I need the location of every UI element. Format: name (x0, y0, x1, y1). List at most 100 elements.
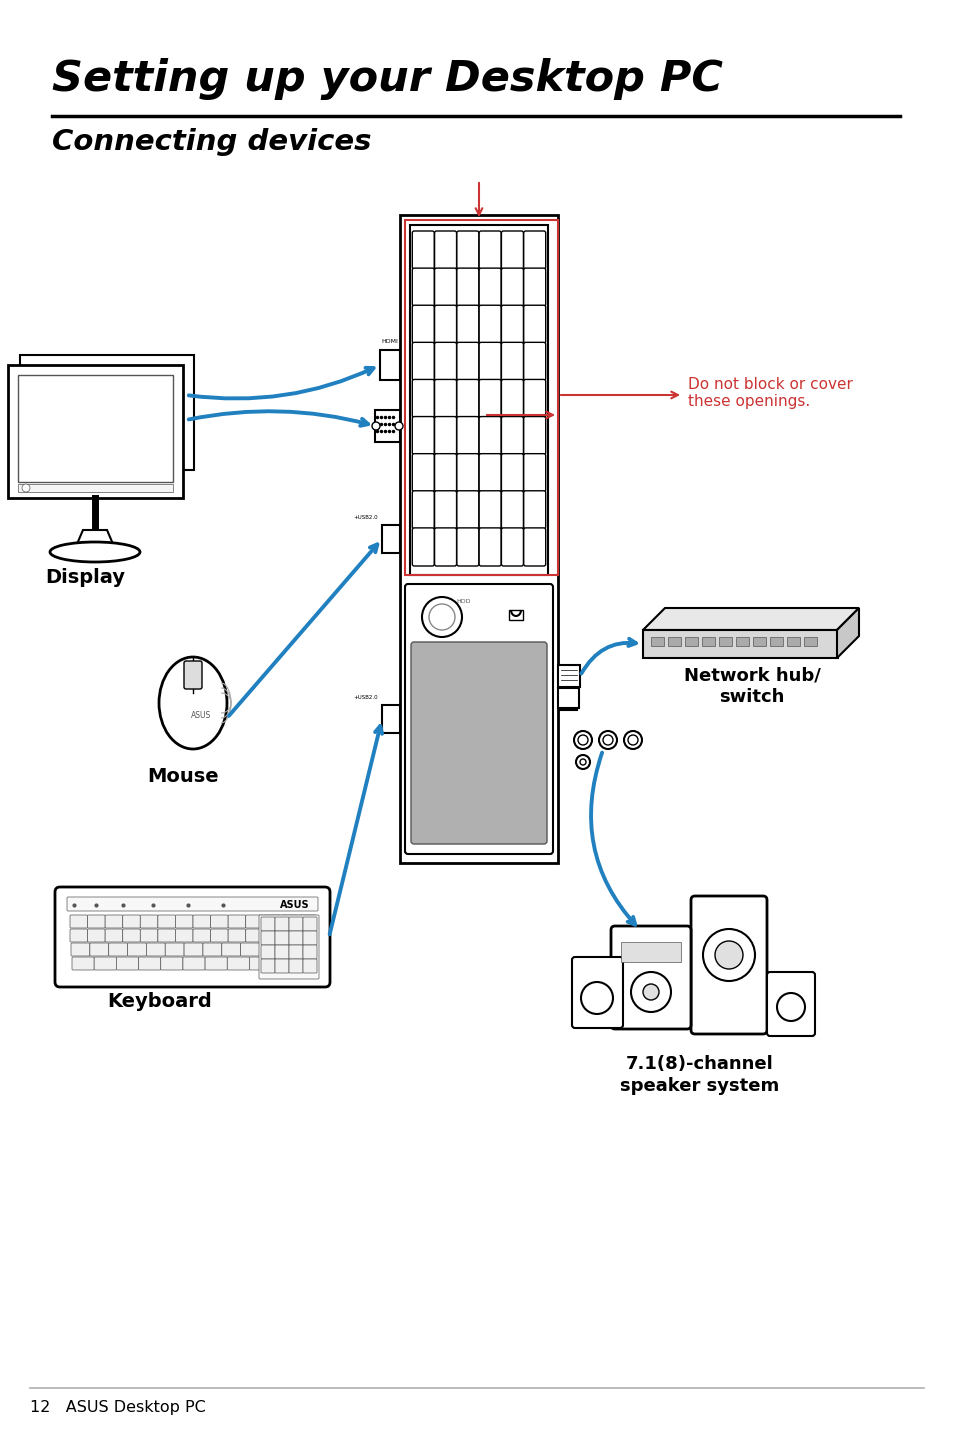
FancyBboxPatch shape (280, 929, 298, 942)
FancyBboxPatch shape (228, 915, 246, 928)
FancyBboxPatch shape (289, 930, 303, 945)
FancyBboxPatch shape (478, 305, 500, 344)
Bar (381, 705, 399, 733)
FancyBboxPatch shape (478, 380, 500, 417)
FancyBboxPatch shape (478, 528, 500, 567)
FancyBboxPatch shape (71, 958, 94, 971)
Ellipse shape (159, 657, 227, 749)
Text: Do not block or cover
these openings.: Do not block or cover these openings. (687, 377, 852, 410)
FancyBboxPatch shape (766, 972, 814, 1035)
Bar (18, 485, 172, 492)
FancyBboxPatch shape (211, 929, 228, 942)
Text: HDMI: HDMI (381, 339, 398, 344)
FancyBboxPatch shape (501, 453, 523, 492)
FancyBboxPatch shape (435, 453, 456, 492)
FancyBboxPatch shape (258, 915, 318, 979)
Bar (684, 637, 698, 646)
Circle shape (576, 755, 589, 769)
FancyBboxPatch shape (261, 930, 274, 945)
FancyBboxPatch shape (435, 267, 456, 306)
Bar (558, 664, 579, 687)
Text: +USB2.0: +USB2.0 (353, 515, 377, 521)
FancyBboxPatch shape (259, 943, 278, 956)
Circle shape (395, 421, 402, 430)
FancyBboxPatch shape (263, 929, 280, 942)
FancyBboxPatch shape (157, 929, 175, 942)
FancyBboxPatch shape (165, 943, 184, 956)
FancyBboxPatch shape (523, 417, 545, 454)
FancyBboxPatch shape (456, 342, 478, 381)
FancyBboxPatch shape (175, 915, 193, 928)
Bar (642, 630, 837, 659)
FancyBboxPatch shape (261, 959, 274, 974)
FancyBboxPatch shape (261, 945, 274, 959)
FancyBboxPatch shape (274, 930, 289, 945)
FancyBboxPatch shape (296, 943, 315, 956)
FancyBboxPatch shape (412, 490, 434, 529)
FancyBboxPatch shape (435, 417, 456, 454)
Text: Network hub/
switch: Network hub/ switch (683, 666, 820, 706)
FancyBboxPatch shape (261, 917, 274, 930)
FancyBboxPatch shape (184, 661, 202, 689)
FancyBboxPatch shape (412, 453, 434, 492)
FancyBboxPatch shape (523, 232, 545, 269)
Bar (379, 349, 399, 380)
FancyBboxPatch shape (456, 528, 478, 567)
Circle shape (776, 994, 804, 1021)
FancyBboxPatch shape (183, 958, 205, 971)
FancyBboxPatch shape (211, 915, 228, 928)
Circle shape (702, 929, 754, 981)
Bar (620, 942, 680, 962)
FancyBboxPatch shape (501, 380, 523, 417)
FancyBboxPatch shape (94, 958, 116, 971)
FancyBboxPatch shape (478, 267, 500, 306)
FancyBboxPatch shape (501, 417, 523, 454)
FancyBboxPatch shape (140, 929, 157, 942)
FancyBboxPatch shape (412, 232, 434, 269)
FancyBboxPatch shape (184, 943, 203, 956)
Text: ASUS: ASUS (280, 900, 310, 910)
FancyBboxPatch shape (138, 958, 160, 971)
FancyBboxPatch shape (690, 896, 766, 1034)
Bar (735, 637, 748, 646)
FancyBboxPatch shape (412, 380, 434, 417)
Circle shape (642, 984, 659, 999)
FancyBboxPatch shape (523, 342, 545, 381)
Polygon shape (77, 531, 112, 544)
Polygon shape (642, 608, 858, 630)
FancyBboxPatch shape (501, 267, 523, 306)
Text: Keyboard: Keyboard (108, 992, 213, 1011)
Bar (719, 637, 731, 646)
Bar (803, 637, 816, 646)
Circle shape (714, 940, 742, 969)
Bar (405, 220, 558, 575)
FancyBboxPatch shape (55, 887, 330, 986)
Text: Mouse: Mouse (147, 766, 218, 787)
FancyBboxPatch shape (289, 917, 303, 930)
Ellipse shape (50, 542, 140, 562)
FancyBboxPatch shape (435, 232, 456, 269)
Circle shape (579, 759, 585, 765)
FancyBboxPatch shape (412, 342, 434, 381)
Bar (375, 410, 399, 441)
FancyBboxPatch shape (478, 232, 500, 269)
FancyBboxPatch shape (478, 490, 500, 529)
FancyBboxPatch shape (193, 915, 211, 928)
FancyBboxPatch shape (128, 943, 146, 956)
FancyBboxPatch shape (221, 943, 240, 956)
FancyBboxPatch shape (456, 417, 478, 454)
FancyBboxPatch shape (435, 305, 456, 344)
FancyBboxPatch shape (294, 958, 315, 971)
FancyBboxPatch shape (478, 417, 500, 454)
Circle shape (22, 485, 30, 492)
FancyBboxPatch shape (90, 943, 109, 956)
Text: 12   ASUS Desktop PC: 12 ASUS Desktop PC (30, 1401, 206, 1415)
FancyBboxPatch shape (303, 945, 316, 959)
FancyBboxPatch shape (456, 232, 478, 269)
FancyBboxPatch shape (123, 929, 140, 942)
FancyBboxPatch shape (193, 929, 211, 942)
Bar (559, 693, 577, 710)
Bar (558, 687, 578, 707)
FancyBboxPatch shape (399, 216, 558, 863)
FancyBboxPatch shape (435, 380, 456, 417)
